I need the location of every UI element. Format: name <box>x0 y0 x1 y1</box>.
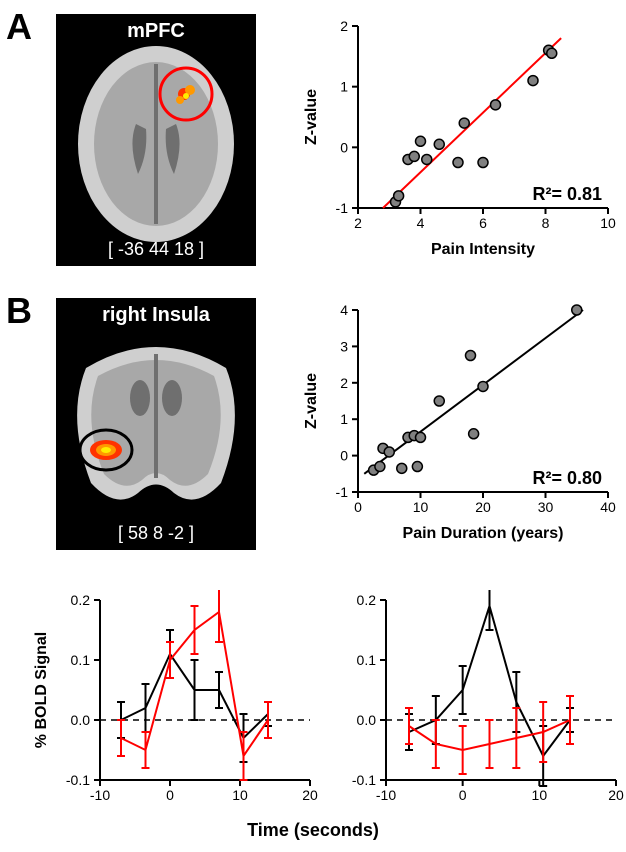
svg-text:6: 6 <box>479 215 487 231</box>
brain-coords-b: [ 58 8 -2 ] <box>56 523 256 544</box>
brain-axial-image <box>56 14 256 266</box>
svg-text:40: 40 <box>600 499 616 515</box>
svg-text:0: 0 <box>340 139 348 155</box>
panel-letter-b: B <box>6 290 32 332</box>
svg-text:1: 1 <box>340 411 348 427</box>
svg-text:0.2: 0.2 <box>71 592 91 608</box>
svg-text:0: 0 <box>354 499 362 515</box>
svg-text:10: 10 <box>532 787 548 803</box>
svg-text:-1: -1 <box>336 200 349 216</box>
svg-text:0: 0 <box>166 787 174 803</box>
timecourse-left: -10 0 10 20 -0.1 0.0 0.1 0.2 % BOLD Signal <box>30 590 320 820</box>
svg-text:10: 10 <box>232 787 248 803</box>
brain-panel-b: right Insula [ 58 8 -2 ] <box>56 298 256 550</box>
svg-text:Z-value: Z-value <box>303 89 320 145</box>
svg-text:% BOLD Signal: % BOLD Signal <box>33 632 50 748</box>
svg-text:20: 20 <box>608 787 624 803</box>
brain-title-a: mPFC <box>56 20 256 43</box>
svg-text:-0.1: -0.1 <box>66 772 90 788</box>
svg-text:0: 0 <box>459 787 467 803</box>
svg-text:-0.1: -0.1 <box>352 772 376 788</box>
svg-text:0: 0 <box>340 448 348 464</box>
svg-text:2: 2 <box>354 215 362 231</box>
svg-text:-1: -1 <box>336 484 349 500</box>
svg-text:10: 10 <box>413 499 429 515</box>
timecourse-right: -10 0 10 20 -0.1 0.0 0.1 0.2 <box>336 590 626 820</box>
svg-text:4: 4 <box>340 302 348 318</box>
svg-text:8: 8 <box>542 215 550 231</box>
svg-text:2: 2 <box>340 18 348 34</box>
svg-text:1: 1 <box>340 79 348 95</box>
scatter-b: 0 10 20 30 40 -1 0 1 2 3 4 Pain Duration (years) Z-v… <box>300 298 620 550</box>
brain-panel-a: mPFC [ -36 44 18 ] <box>56 14 256 266</box>
svg-text:30: 30 <box>538 499 554 515</box>
svg-text:-10: -10 <box>90 787 110 803</box>
brain-coronal-image <box>56 298 256 550</box>
svg-text:10: 10 <box>600 215 616 231</box>
svg-text:2: 2 <box>340 375 348 391</box>
activation-cluster-b <box>90 440 122 460</box>
svg-text:3: 3 <box>340 338 348 354</box>
svg-text:-10: -10 <box>376 787 396 803</box>
svg-text:0.1: 0.1 <box>357 652 377 668</box>
brain-title-b: right Insula <box>56 304 256 327</box>
svg-text:4: 4 <box>417 215 425 231</box>
svg-text:0.0: 0.0 <box>357 712 377 728</box>
figure-root: A mPFC [ -36 44 18 ] 246810-1012Pain <box>0 0 626 852</box>
svg-text:20: 20 <box>302 787 318 803</box>
svg-text:Pain Intensity: Pain Intensity <box>431 241 535 258</box>
svg-text:Pain Duration (years): Pain Duration (years) <box>403 525 564 542</box>
svg-text:0.1: 0.1 <box>71 652 91 668</box>
brain-coords-a: [ -36 44 18 ] <box>56 239 256 260</box>
svg-text:20: 20 <box>475 499 491 515</box>
panel-letter-a: A <box>6 6 32 48</box>
svg-text:0.0: 0.0 <box>71 712 91 728</box>
time-xlabel: Time (seconds) <box>0 820 626 841</box>
scatter-a: 2 4 6 8 10 -1 0 1 2 Pain Intensity Z-value R²= 0.81 <box>300 14 620 266</box>
svg-text:R²= 0.80: R²= 0.80 <box>532 468 602 488</box>
svg-text:Z-value: Z-value <box>303 373 320 429</box>
svg-text:0.2: 0.2 <box>357 592 377 608</box>
svg-text:R²= 0.81: R²= 0.81 <box>532 184 602 204</box>
